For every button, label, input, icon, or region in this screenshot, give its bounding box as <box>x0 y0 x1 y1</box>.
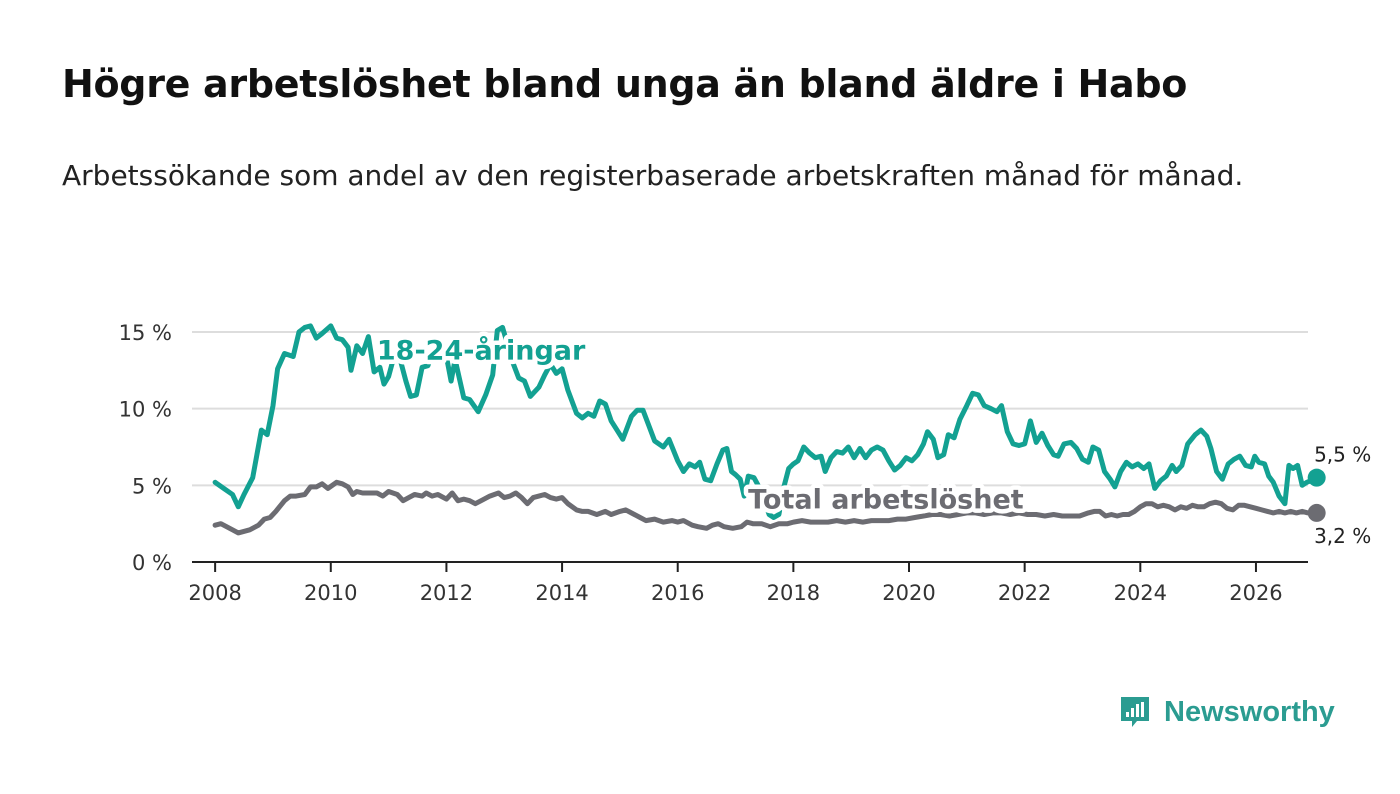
x-tick-label: 2026 <box>1229 581 1282 605</box>
bar-chart-bubble-icon <box>1121 697 1149 727</box>
x-tick-label: 2010 <box>304 581 357 605</box>
end-point-youth <box>1307 468 1326 487</box>
gridlines <box>192 331 1308 487</box>
end-value-label-total: 3,2 % <box>1314 524 1371 548</box>
brand-name: Newsworthy <box>1164 695 1335 728</box>
x-tick-label: 2018 <box>767 581 820 605</box>
chart-subtitle: Arbetssökande som andel av den registerb… <box>62 159 1244 192</box>
series-line-youth <box>212 323 1320 520</box>
series-label-total: Total arbetslöshet <box>748 484 1024 515</box>
x-tick-label: 2014 <box>535 581 588 605</box>
newsworthy-logo: Newsworthy <box>1118 690 1335 734</box>
series-lines <box>212 323 1326 536</box>
x-tick-label: 2022 <box>998 581 1051 605</box>
series-line-total <box>212 479 1320 536</box>
y-tick-label: 10 % <box>119 398 172 422</box>
x-tick-label: 2020 <box>882 581 935 605</box>
x-tick-label: 2008 <box>188 581 241 605</box>
y-axis-ticks: 0 % 5 % 10 % 15 % <box>119 321 172 575</box>
end-point-total <box>1307 503 1326 522</box>
x-tick-label: 2016 <box>651 581 704 605</box>
series-label-youth: 18-24-åringar <box>377 335 586 367</box>
x-axis-ticks: 2008 2010 2012 2014 2016 2018 2020 2022 2024 2026 <box>188 562 1283 605</box>
x-tick-label: 2024 <box>1114 581 1167 605</box>
y-tick-label: 0 % <box>132 551 172 575</box>
chart-title: Högre arbetslöshet bland unga än bland ä… <box>62 62 1188 106</box>
series-labels: 5,5 % 18-24-åringar 3,2 % Total arbetslöshe… <box>372 330 1371 548</box>
end-value-label-youth: 5,5 % <box>1314 443 1371 467</box>
y-tick-label: 5 % <box>132 474 172 498</box>
y-tick-label: 15 % <box>119 321 172 345</box>
x-tick-label: 2012 <box>420 581 473 605</box>
